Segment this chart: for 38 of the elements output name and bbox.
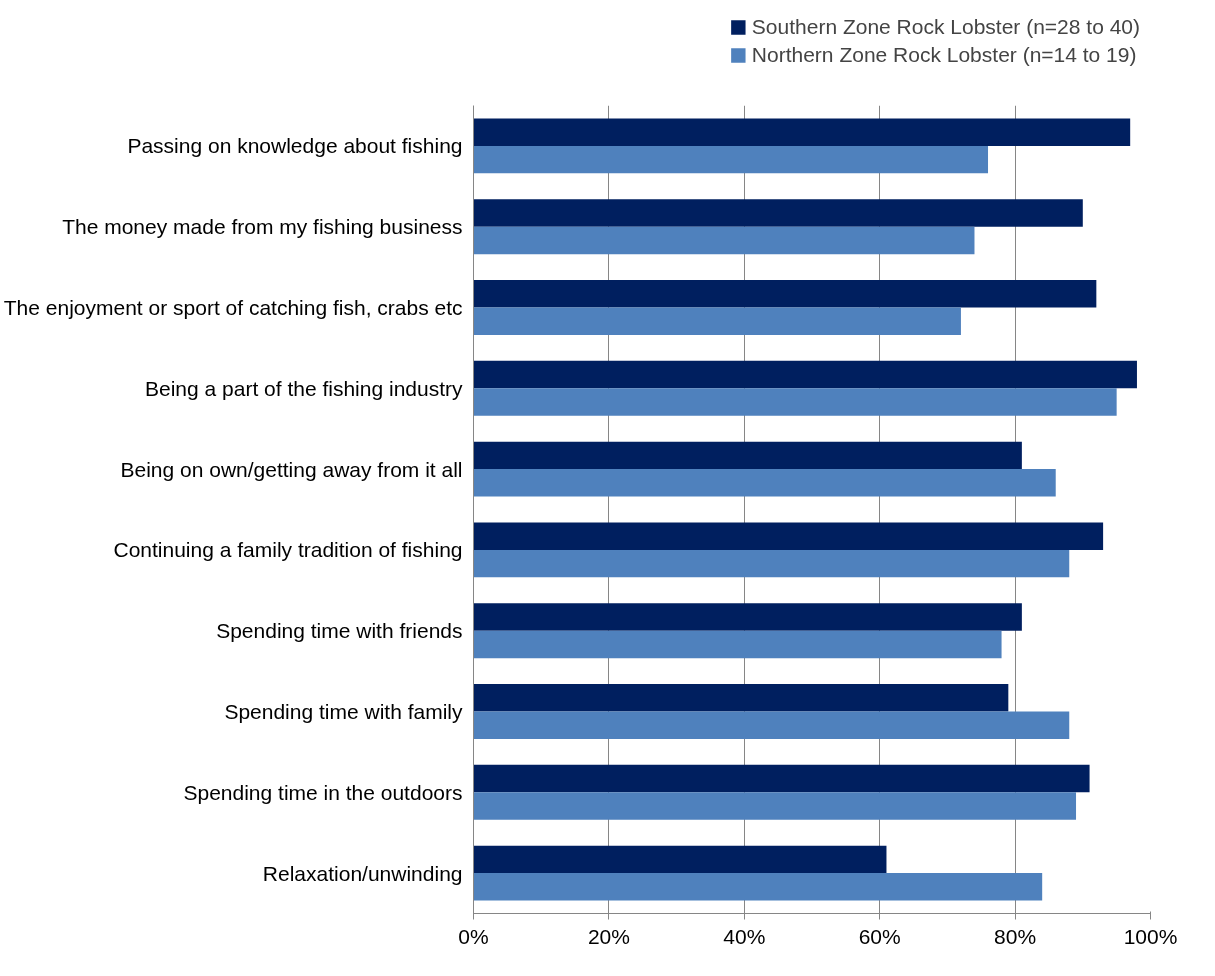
bar	[473, 845, 887, 874]
y-tick-label: Continuing a family tradition of fishing	[113, 538, 463, 562]
x-tick-label: 40%	[723, 924, 766, 948]
x-tick-label: 0%	[458, 924, 489, 948]
bar	[473, 792, 1077, 820]
legend-label: Northern Zone Rock Lobster (n=14 to 19)	[751, 43, 1137, 67]
y-tick-label: Relaxation/unwinding	[262, 861, 463, 885]
bar	[473, 764, 1090, 793]
bar	[473, 118, 1131, 146]
bar	[473, 603, 1022, 631]
y-tick-label: Spending time with family	[224, 700, 463, 723]
y-tick-label: The money made from my fishing business	[62, 215, 463, 239]
bar	[473, 388, 1117, 416]
bar	[473, 360, 1137, 389]
y-tick-label: Being a part of the fishing industry	[144, 376, 463, 400]
bar	[473, 873, 1043, 901]
x-tick-label: 100%	[1123, 924, 1178, 948]
x-tick-label: 80%	[994, 924, 1037, 948]
bar	[473, 684, 1009, 712]
bar	[473, 280, 1097, 308]
x-tick-label: 60%	[858, 924, 901, 948]
y-tick-label: Spending time in the outdoors	[183, 780, 463, 804]
y-tick-label: The enjoyment or sport of catching fish, crabs etc	[3, 296, 463, 319]
bar	[473, 441, 1022, 470]
bar	[473, 145, 989, 174]
y-tick-label: Being on own/getting away from it all	[120, 457, 463, 481]
y-tick-label: Spending time with friends	[216, 619, 463, 643]
legend-label: Southern Zone Rock Lobster (n=28 to 40)	[751, 15, 1140, 39]
bar	[473, 226, 975, 255]
bar	[473, 630, 1002, 659]
bar	[473, 469, 1056, 497]
y-tick-label: Passing on knowledge about fishing	[127, 134, 463, 158]
bar	[473, 549, 1070, 578]
bar	[473, 711, 1070, 739]
bar	[473, 522, 1104, 550]
bar	[473, 199, 1083, 227]
x-tick-label: 20%	[587, 924, 630, 948]
bar	[473, 307, 961, 335]
